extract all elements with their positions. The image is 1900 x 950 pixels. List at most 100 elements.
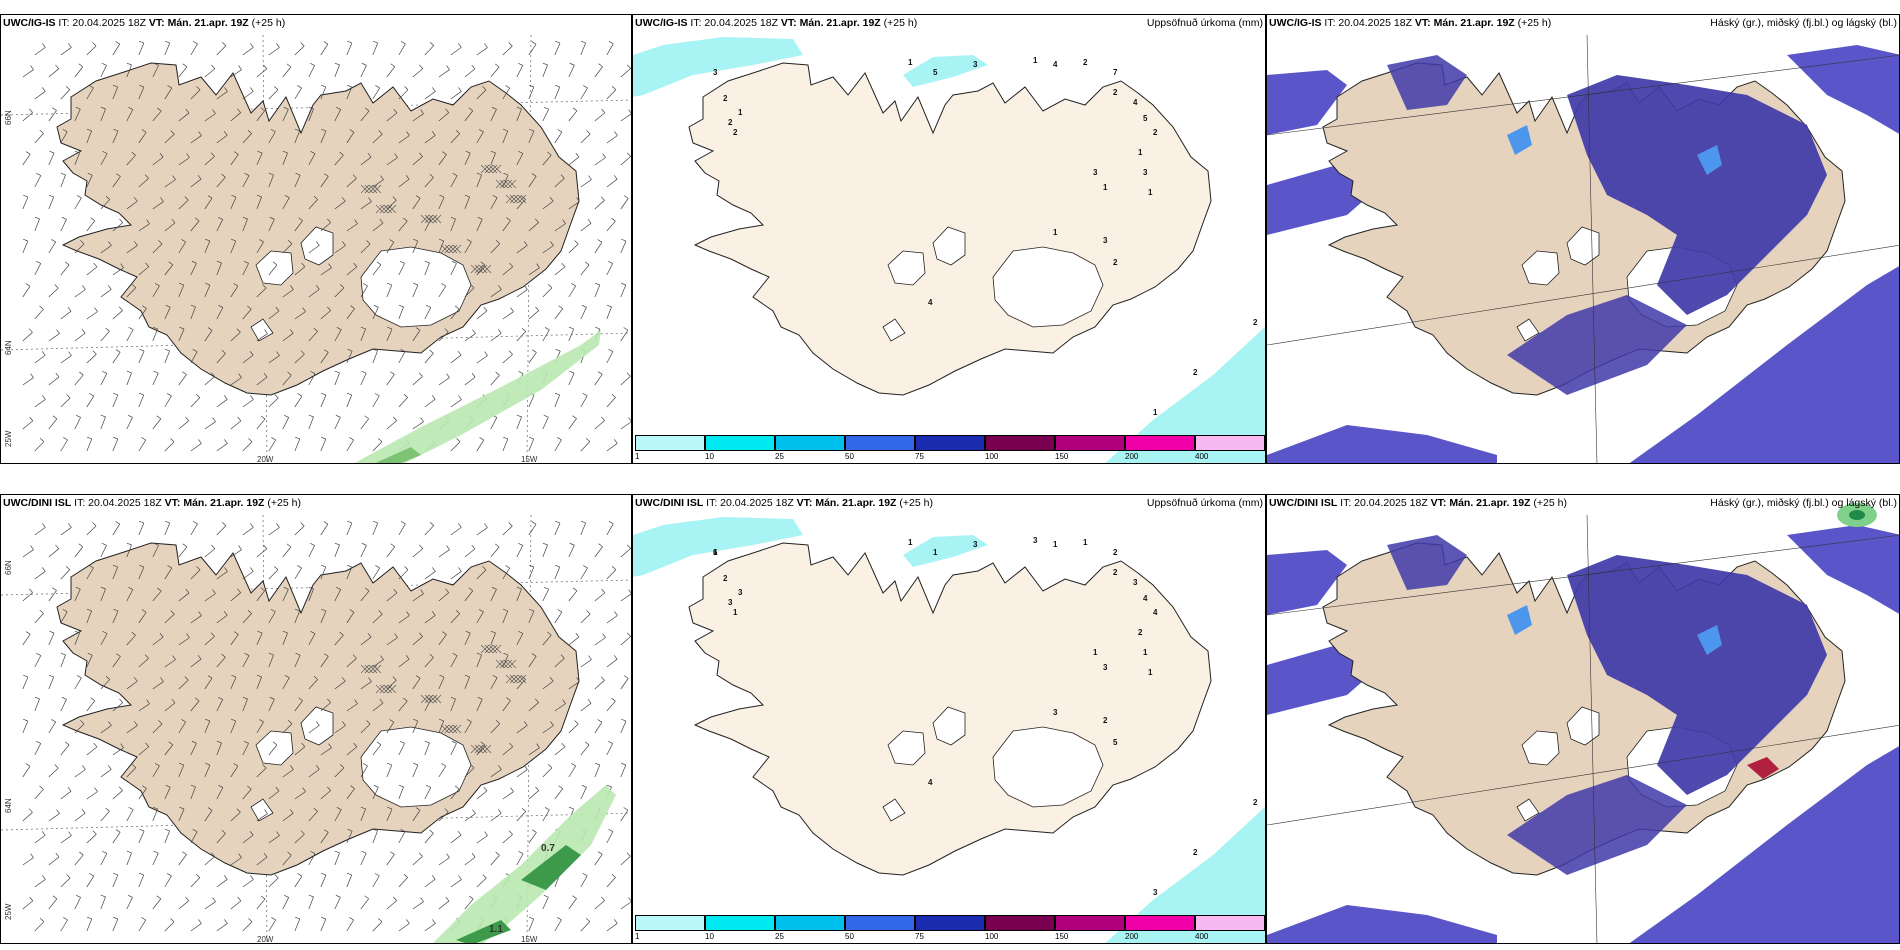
- precip-value: 2: [1113, 258, 1118, 267]
- colorbar-swatch: [915, 435, 985, 451]
- wind-map-bottom: [1, 514, 631, 943]
- colorbar-swatch: [1195, 915, 1265, 931]
- max-value-label: 0.7: [541, 843, 555, 854]
- colorbar-tick: 150: [1055, 452, 1069, 461]
- cloud-map-bottom: [1267, 503, 1899, 943]
- init-time: IT: 20.04.2025 18Z: [1340, 497, 1428, 509]
- colorbar-tick: 1: [635, 452, 640, 461]
- precip-value: 3: [1033, 536, 1038, 545]
- field-title: Uppsöfnuð úrkoma (mm): [1146, 17, 1263, 29]
- max-value-label: 1.1: [489, 924, 503, 935]
- colorbar-swatch: [635, 915, 705, 931]
- lat-label-66n: 66N: [4, 110, 13, 125]
- lon-label-20w: 20W: [257, 455, 274, 464]
- lead-time: (+25 h): [899, 497, 933, 509]
- cloud-map-panel-bottom: UWC/DINI ISL IT: 20.04.2025 18Z VT: Mán.…: [1266, 494, 1900, 944]
- precip-value: 6: [713, 548, 718, 557]
- precip-value: 2: [1103, 716, 1108, 725]
- precip-value: 1: [713, 548, 718, 557]
- field-title: Háský (gr.), miðský (fj.bl.) og lágský (…: [1710, 17, 1897, 29]
- colorbar-swatch: [775, 435, 845, 451]
- colorbar-swatch: [1195, 435, 1265, 451]
- precip-value: 2: [1113, 548, 1118, 557]
- precip-value: 2: [1253, 798, 1258, 807]
- precip-value: 3: [1153, 888, 1158, 897]
- model-name: UWC/DINI ISL: [635, 497, 704, 509]
- precip-value: 5: [1113, 738, 1118, 747]
- precip-value: 5: [933, 68, 938, 77]
- precip-value: 3: [728, 598, 733, 607]
- colorbar-tick: 10: [705, 452, 714, 461]
- lon-label-20w: 20W: [257, 935, 274, 944]
- panel-header: UWC/DINI ISL IT: 20.04.2025 18Z VT: Mán.…: [1269, 497, 1567, 510]
- precip-value: 2: [723, 574, 728, 583]
- colorbar: 1 10 25 50 75 100 150 200 400: [633, 915, 1265, 943]
- precip-value: 1: [908, 538, 913, 547]
- lon-label-15w: 15W: [521, 935, 538, 944]
- precip-value: 2: [1138, 628, 1143, 637]
- model-name: UWC/DINI ISL: [3, 497, 72, 509]
- panel-header: UWC/DINI ISL IT: 20.04.2025 18Z VT: Mán.…: [3, 497, 301, 510]
- precip-value: 7: [1113, 68, 1118, 77]
- precip-value: 4: [1143, 594, 1148, 603]
- precip-value: 4: [1153, 608, 1158, 617]
- precip-value: 2: [728, 118, 733, 127]
- colorbar-swatch: [845, 915, 915, 931]
- lead-time: (+25 h): [883, 17, 918, 29]
- colorbar-swatch: [775, 915, 845, 931]
- colorbar-tick: 1: [635, 932, 640, 941]
- lat-label-25w: 25W: [4, 430, 13, 447]
- precip-value: 3: [1093, 168, 1098, 177]
- precip-value: 1: [1148, 668, 1153, 677]
- colorbar-tick: 75: [915, 932, 924, 941]
- precip-value: 3: [1103, 663, 1108, 672]
- colorbar-swatch: [1125, 915, 1195, 931]
- precip-value: 3: [1133, 578, 1138, 587]
- precip-value: 3: [1143, 168, 1148, 177]
- valid-time: VT: Mán. 21.apr. 19Z: [148, 17, 249, 29]
- panel-header: UWC/IG-IS IT: 20.04.2025 18Z VT: Mán. 21…: [635, 17, 917, 30]
- wind-map-panel-top: UWC/IG-IS IT: 20.04.2025 18Z VT: Mán. 21…: [0, 14, 632, 464]
- precip-value: 1: [1053, 228, 1058, 237]
- colorbar-swatch: [845, 435, 915, 451]
- colorbar-tick: 100: [985, 932, 999, 941]
- colorbar-tick: 100: [985, 452, 999, 461]
- precip-value: 2: [1113, 88, 1118, 97]
- precip-value: 2: [1113, 568, 1118, 577]
- precip-value: 2: [1253, 318, 1258, 327]
- precip-value: 3: [738, 588, 743, 597]
- colorbar-tick: 10: [705, 932, 714, 941]
- precip-value: 1: [738, 108, 743, 117]
- precip-value: 3: [1103, 236, 1108, 245]
- model-name: UWC/IG-IS: [1269, 17, 1322, 29]
- precip-value: 3: [713, 68, 718, 77]
- colorbar-tick: 400: [1195, 932, 1209, 941]
- init-time: IT: 20.04.2025 18Z: [706, 497, 794, 509]
- lead-time: (+25 h): [251, 17, 286, 29]
- valid-time: VT: Mán. 21.apr. 19Z: [1414, 17, 1515, 29]
- field-title: Uppsöfnuð úrkoma (mm): [1146, 497, 1263, 509]
- lat-label-64n: 64N: [4, 340, 13, 355]
- colorbar-tick: 200: [1125, 452, 1139, 461]
- model-name: UWC/IG-IS: [3, 17, 56, 29]
- colorbar-tick: 50: [845, 452, 854, 461]
- precip-value: 5: [1143, 114, 1148, 123]
- precip-value: 4: [1133, 98, 1138, 107]
- lat-label-66n: 66N: [4, 560, 13, 575]
- valid-time: VT: Mán. 21.apr. 19Z: [1430, 497, 1531, 509]
- precip-value: 4: [928, 298, 933, 307]
- precip-value: 2: [1193, 848, 1198, 857]
- valid-time: VT: Mán. 21.apr. 19Z: [796, 497, 897, 509]
- precip-value: 4: [928, 778, 933, 787]
- lon-label-15w: 15W: [521, 455, 538, 464]
- precip-value: 3: [1053, 708, 1058, 717]
- colorbar-swatch: [985, 915, 1055, 931]
- colorbar-swatch: [705, 915, 775, 931]
- model-name: UWC/IG-IS: [635, 17, 688, 29]
- precip-value: 3: [973, 540, 978, 549]
- precip-value: 2: [1153, 128, 1158, 137]
- precip-value: 1: [733, 608, 738, 617]
- precip-value: 4: [1053, 60, 1058, 69]
